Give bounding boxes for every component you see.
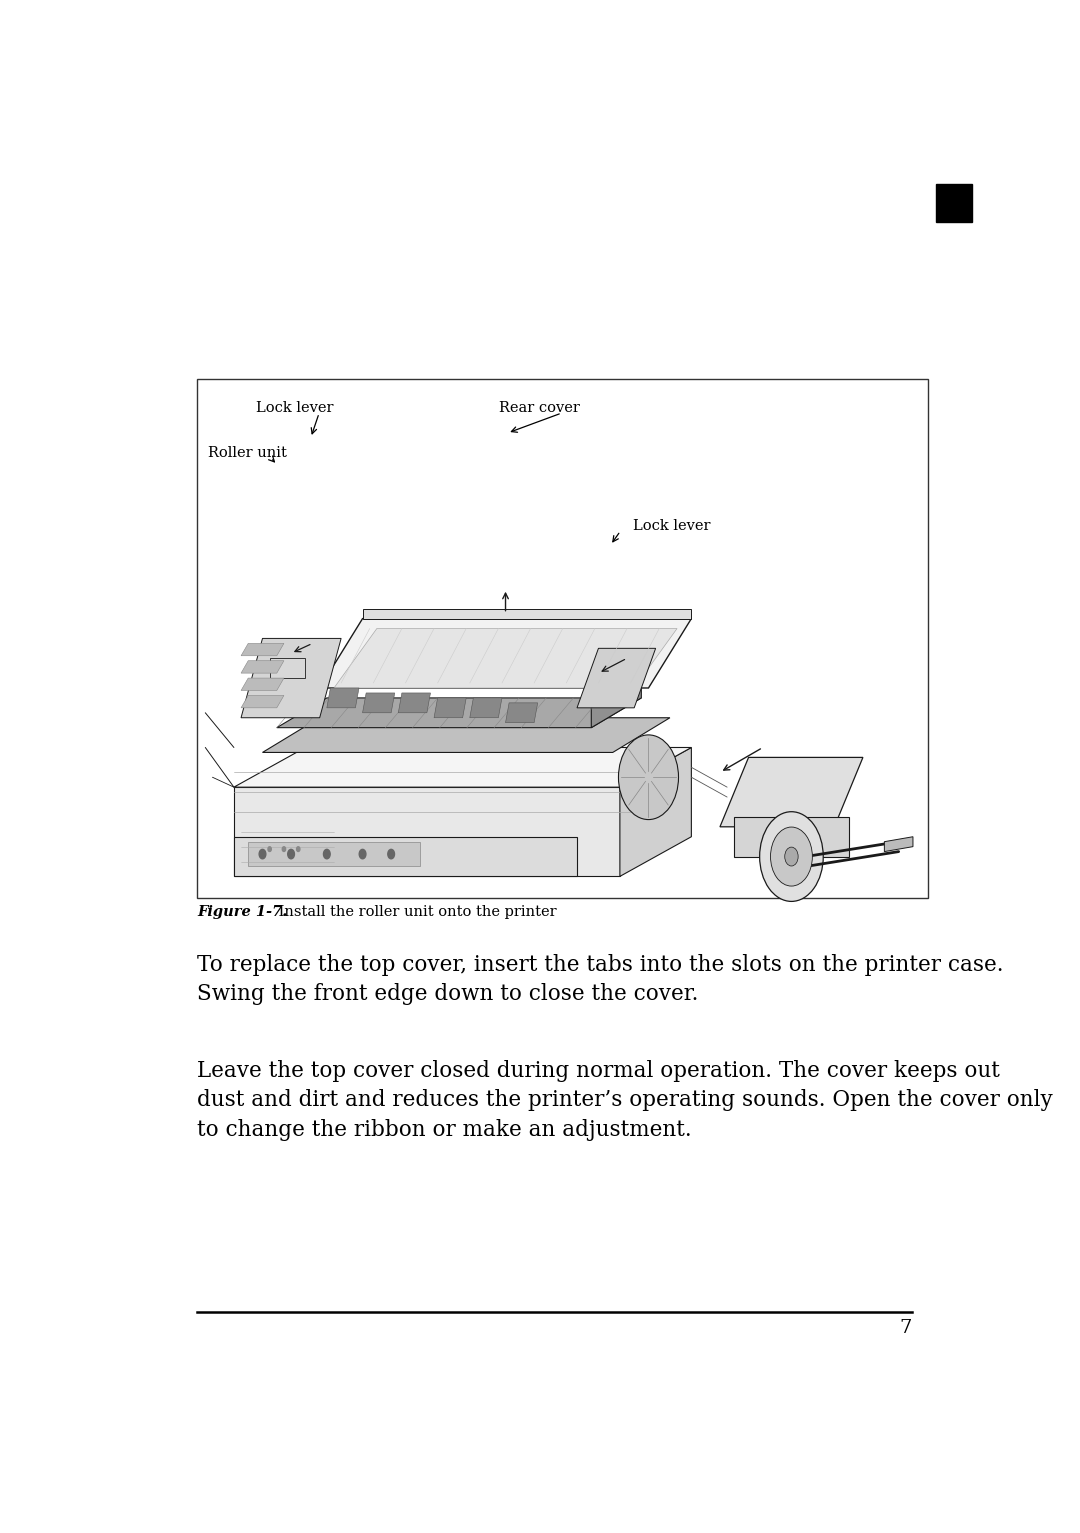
Text: Rear cover: Rear cover bbox=[499, 402, 580, 415]
Polygon shape bbox=[720, 757, 863, 826]
Text: 7: 7 bbox=[900, 1318, 912, 1337]
Polygon shape bbox=[363, 693, 394, 713]
Polygon shape bbox=[363, 609, 691, 619]
Text: Figure 1-7.: Figure 1-7. bbox=[197, 904, 287, 920]
Circle shape bbox=[324, 849, 330, 858]
Polygon shape bbox=[470, 698, 502, 717]
Polygon shape bbox=[241, 678, 284, 690]
Polygon shape bbox=[577, 648, 656, 708]
Circle shape bbox=[282, 846, 285, 851]
Polygon shape bbox=[270, 658, 306, 678]
Polygon shape bbox=[620, 748, 691, 877]
Polygon shape bbox=[234, 837, 577, 877]
Circle shape bbox=[770, 826, 812, 886]
Text: Roller unit: Roller unit bbox=[207, 446, 286, 460]
Polygon shape bbox=[276, 698, 642, 728]
Polygon shape bbox=[262, 717, 670, 753]
Circle shape bbox=[268, 846, 271, 851]
Polygon shape bbox=[234, 786, 620, 877]
Polygon shape bbox=[591, 678, 642, 728]
Circle shape bbox=[287, 849, 295, 858]
Polygon shape bbox=[505, 702, 538, 722]
Polygon shape bbox=[334, 629, 677, 688]
Polygon shape bbox=[241, 661, 284, 673]
Polygon shape bbox=[241, 638, 341, 717]
Polygon shape bbox=[248, 842, 420, 866]
Text: Lock lever: Lock lever bbox=[256, 402, 334, 415]
Text: Lock lever: Lock lever bbox=[633, 520, 711, 533]
Circle shape bbox=[259, 849, 266, 858]
Polygon shape bbox=[734, 817, 849, 857]
Circle shape bbox=[785, 848, 798, 866]
Polygon shape bbox=[885, 837, 913, 852]
Polygon shape bbox=[327, 688, 359, 708]
Circle shape bbox=[360, 849, 366, 858]
Bar bbox=[197, 379, 929, 898]
Polygon shape bbox=[241, 644, 284, 656]
Polygon shape bbox=[320, 619, 691, 688]
Circle shape bbox=[619, 734, 678, 820]
Circle shape bbox=[388, 849, 394, 858]
Text: Install the roller unit onto the printer: Install the roller unit onto the printer bbox=[274, 904, 556, 920]
Circle shape bbox=[759, 811, 823, 901]
Polygon shape bbox=[399, 693, 431, 713]
Polygon shape bbox=[241, 696, 284, 708]
Text: Leave the top cover closed during normal operation. The cover keeps out
dust and: Leave the top cover closed during normal… bbox=[197, 1059, 1053, 1141]
Text: To replace the top cover, insert the tabs into the slots on the printer case.
Sw: To replace the top cover, insert the tab… bbox=[197, 954, 1003, 1006]
Polygon shape bbox=[434, 698, 467, 717]
Bar bbox=[936, 184, 972, 222]
Polygon shape bbox=[234, 748, 691, 786]
Circle shape bbox=[297, 846, 300, 851]
